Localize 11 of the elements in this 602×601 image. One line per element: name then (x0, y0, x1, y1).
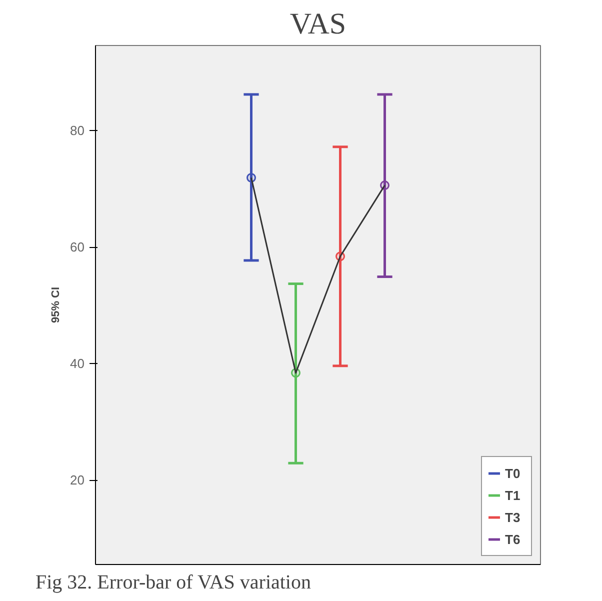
caption: Fig 32. Error-bar of VAS variation (36, 572, 311, 594)
legend-label: T6 (505, 531, 522, 547)
y-axis-title: 95% CI (50, 286, 62, 324)
legend-label: T3 (505, 509, 522, 525)
y-tick-label: 80 (70, 123, 85, 138)
y-tick-label: 40 (70, 356, 85, 372)
y-tick-label: 20 (70, 472, 85, 488)
legend-label: T1 (505, 487, 522, 503)
chart-title: VAS (290, 8, 346, 40)
y-tick-label: 60 (70, 240, 85, 255)
legend-label: T0 (505, 465, 522, 481)
